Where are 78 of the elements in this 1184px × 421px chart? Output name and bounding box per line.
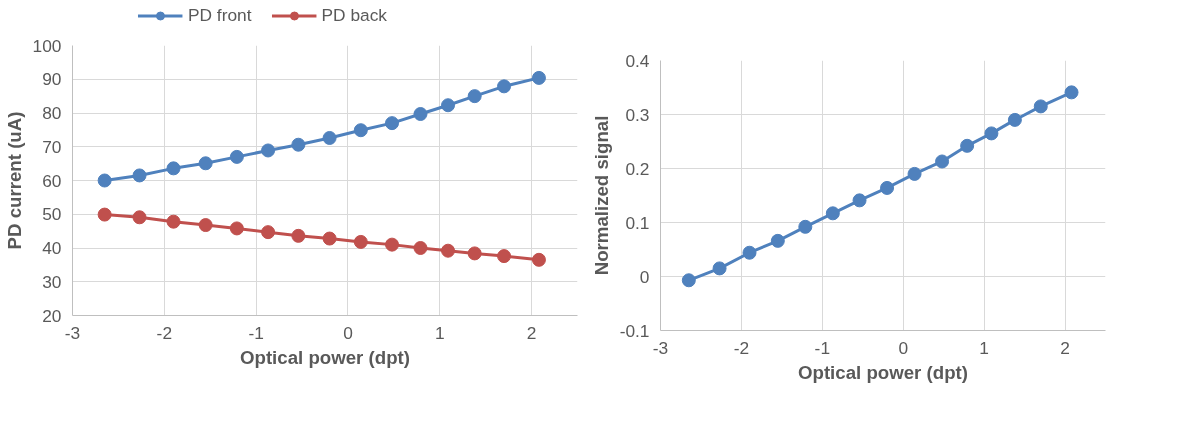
point [441,243,456,258]
point [353,123,368,138]
x-tick-label: -2 [156,322,173,343]
y-axis-title: Normalized signal [590,115,612,276]
point [441,98,456,113]
point [229,149,244,164]
x-tick-label: -1 [814,337,831,358]
y-tick-label: 0.4 [625,50,650,71]
x-tick-label: 0 [343,322,353,343]
x-axis-title: Optical power (dpt) [798,361,968,383]
point [712,261,727,276]
y-tick-label: 0.3 [625,104,650,125]
point [1007,112,1022,127]
point [984,126,999,141]
y-tick-label: 40 [42,238,62,258]
y-tick-label: 100 [32,35,62,56]
point [467,89,482,104]
point [261,225,276,240]
point [132,168,147,183]
point [935,154,950,169]
point [198,218,213,233]
y-tick-label: -0.1 [619,320,650,341]
y-tick-label: 0.2 [625,158,650,179]
point [291,137,306,152]
x-tick-label: -3 [652,337,669,358]
x-tick-label: 1 [434,322,445,343]
legend-label: PD front [187,4,252,26]
point [880,180,895,195]
point [229,221,244,236]
point [531,252,546,267]
y-tick-label: 60 [42,170,62,191]
y-tick-label: 80 [42,103,62,123]
point [497,79,512,94]
point [825,206,840,221]
x-tick-label: 2 [526,322,537,343]
y-tick-label: 70 [42,136,62,157]
x-tick-label: -3 [64,322,81,343]
y-tick-label: 20 [42,305,62,326]
point [742,245,757,260]
x-tick-label: -1 [248,322,264,343]
point [322,130,337,145]
point [907,166,922,181]
x-tick-label: 1 [979,337,989,358]
point [291,228,306,243]
point [261,143,276,158]
y-tick-label: 90 [42,69,62,90]
point [1064,85,1079,100]
point [852,193,867,208]
point [1033,99,1048,114]
point [385,116,400,131]
point [413,241,428,255]
x-axis-title: Optical power (dpt) [240,346,410,368]
y-tick-label: 30 [42,271,62,292]
legend-label: PD back [321,4,388,26]
y-tick-label: 0.1 [625,212,650,233]
x-tick-label: 0 [898,337,909,358]
point [132,210,147,225]
point [353,234,368,249]
y-tick-label: 50 [42,204,62,225]
x-tick-label: -2 [733,337,750,358]
y-tick-label: 0 [639,266,650,287]
point [770,233,785,248]
y-axis-title: PD current (uA) [3,111,25,250]
x-tick-label: 2 [1060,337,1070,358]
point [322,231,337,246]
point [166,161,181,176]
point [198,156,213,171]
point [413,107,428,121]
point [497,249,512,264]
point [97,207,112,222]
point [166,214,181,229]
point [960,138,975,153]
point [97,173,112,188]
point [467,246,482,261]
point [798,219,813,234]
point [681,273,696,288]
point [385,237,400,252]
point [531,70,546,85]
